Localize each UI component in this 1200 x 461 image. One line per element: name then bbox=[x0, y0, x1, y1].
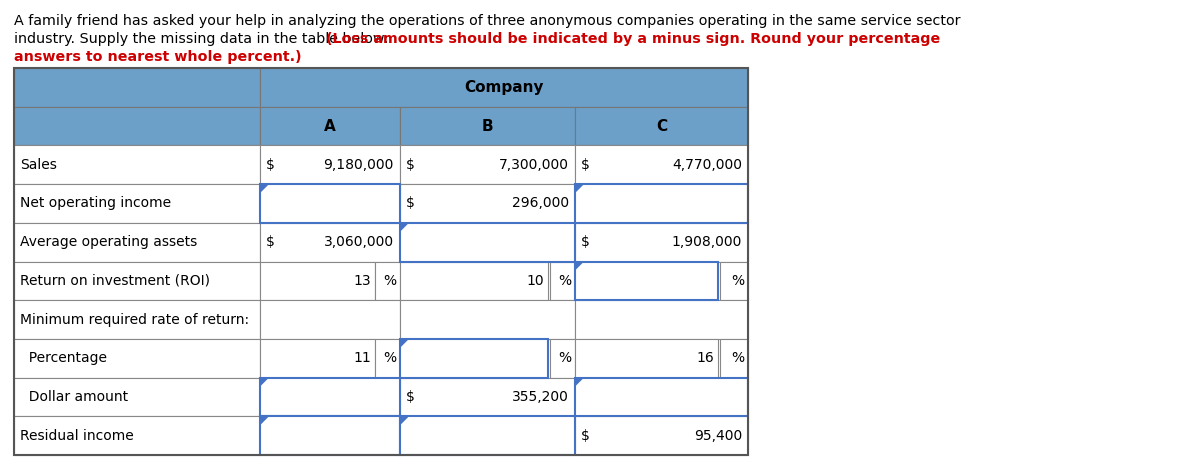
Bar bbox=[575, 300, 748, 339]
Text: %: % bbox=[731, 274, 744, 288]
Bar bbox=[14, 416, 260, 455]
Text: 3,060,000: 3,060,000 bbox=[324, 235, 394, 249]
Polygon shape bbox=[400, 223, 409, 232]
Bar bbox=[260, 68, 748, 106]
Text: $: $ bbox=[266, 158, 275, 172]
Text: 16: 16 bbox=[696, 351, 714, 365]
Bar bbox=[575, 378, 748, 416]
Text: C: C bbox=[656, 118, 667, 134]
Bar bbox=[14, 378, 260, 416]
Bar bbox=[575, 416, 748, 455]
Bar bbox=[720, 261, 748, 300]
Text: $: $ bbox=[406, 390, 415, 404]
Text: 95,400: 95,400 bbox=[694, 429, 742, 443]
Bar bbox=[260, 416, 400, 455]
Polygon shape bbox=[400, 339, 409, 348]
Bar bbox=[575, 339, 718, 378]
Bar bbox=[400, 416, 575, 455]
Text: industry. Supply the missing data in the table below:: industry. Supply the missing data in the… bbox=[14, 32, 394, 46]
Polygon shape bbox=[575, 184, 584, 193]
Text: $: $ bbox=[266, 235, 275, 249]
Text: A family friend has asked your help in analyzing the operations of three anonymo: A family friend has asked your help in a… bbox=[14, 14, 960, 28]
Bar bbox=[260, 145, 400, 184]
Bar bbox=[400, 145, 575, 184]
Bar bbox=[400, 184, 575, 223]
Bar bbox=[400, 223, 575, 261]
Bar bbox=[260, 261, 374, 300]
Text: 9,180,000: 9,180,000 bbox=[324, 158, 394, 172]
Bar bbox=[400, 300, 575, 339]
Bar bbox=[260, 300, 400, 339]
Bar bbox=[14, 106, 260, 145]
Bar bbox=[260, 378, 400, 416]
Bar bbox=[260, 223, 400, 261]
Text: 4,770,000: 4,770,000 bbox=[672, 158, 742, 172]
Polygon shape bbox=[260, 378, 269, 387]
Text: 7,300,000: 7,300,000 bbox=[499, 158, 569, 172]
Bar bbox=[260, 106, 400, 145]
Text: (Loss amounts should be indicated by a minus sign. Round your percentage: (Loss amounts should be indicated by a m… bbox=[326, 32, 941, 46]
Bar bbox=[260, 184, 400, 223]
Text: 13: 13 bbox=[353, 274, 371, 288]
Text: $: $ bbox=[581, 429, 590, 443]
Text: $: $ bbox=[581, 158, 590, 172]
Bar bbox=[374, 339, 400, 378]
Text: answers to nearest whole percent.): answers to nearest whole percent.) bbox=[14, 50, 301, 64]
Text: 1,908,000: 1,908,000 bbox=[672, 235, 742, 249]
Polygon shape bbox=[260, 184, 269, 193]
Text: $: $ bbox=[406, 158, 415, 172]
Text: $: $ bbox=[406, 196, 415, 211]
Bar bbox=[14, 145, 260, 184]
Bar bbox=[400, 106, 575, 145]
Text: Minimum required rate of return:: Minimum required rate of return: bbox=[20, 313, 250, 326]
Bar bbox=[14, 68, 260, 106]
Bar bbox=[400, 339, 548, 378]
Text: %: % bbox=[558, 274, 571, 288]
Bar bbox=[575, 106, 748, 145]
Bar bbox=[550, 261, 575, 300]
Bar bbox=[720, 339, 748, 378]
Polygon shape bbox=[260, 416, 269, 426]
Text: A: A bbox=[324, 118, 336, 134]
Bar bbox=[14, 184, 260, 223]
Polygon shape bbox=[400, 416, 409, 426]
Text: Net operating income: Net operating income bbox=[20, 196, 172, 211]
Bar bbox=[14, 68, 748, 455]
Text: Average operating assets: Average operating assets bbox=[20, 235, 197, 249]
Text: %: % bbox=[383, 351, 396, 365]
Text: Dollar amount: Dollar amount bbox=[20, 390, 128, 404]
Bar bbox=[400, 261, 548, 300]
Bar bbox=[260, 339, 374, 378]
Bar bbox=[575, 223, 748, 261]
Text: %: % bbox=[731, 351, 744, 365]
Text: Company: Company bbox=[464, 80, 544, 95]
Bar bbox=[14, 339, 260, 378]
Polygon shape bbox=[575, 261, 584, 271]
Bar bbox=[575, 184, 748, 223]
Bar bbox=[575, 145, 748, 184]
Bar bbox=[550, 339, 575, 378]
Text: %: % bbox=[383, 274, 396, 288]
Text: Return on investment (ROI): Return on investment (ROI) bbox=[20, 274, 210, 288]
Bar bbox=[400, 378, 575, 416]
Bar bbox=[14, 261, 260, 300]
Text: Percentage: Percentage bbox=[20, 351, 107, 365]
Polygon shape bbox=[575, 378, 584, 387]
Text: 11: 11 bbox=[353, 351, 371, 365]
Bar bbox=[575, 261, 718, 300]
Text: $: $ bbox=[581, 235, 590, 249]
Bar bbox=[14, 300, 260, 339]
Bar bbox=[374, 261, 400, 300]
Text: 10: 10 bbox=[527, 274, 544, 288]
Text: 296,000: 296,000 bbox=[512, 196, 569, 211]
Text: %: % bbox=[558, 351, 571, 365]
Text: Residual income: Residual income bbox=[20, 429, 133, 443]
Text: Sales: Sales bbox=[20, 158, 56, 172]
Text: 355,200: 355,200 bbox=[512, 390, 569, 404]
Bar bbox=[14, 223, 260, 261]
Text: B: B bbox=[481, 118, 493, 134]
